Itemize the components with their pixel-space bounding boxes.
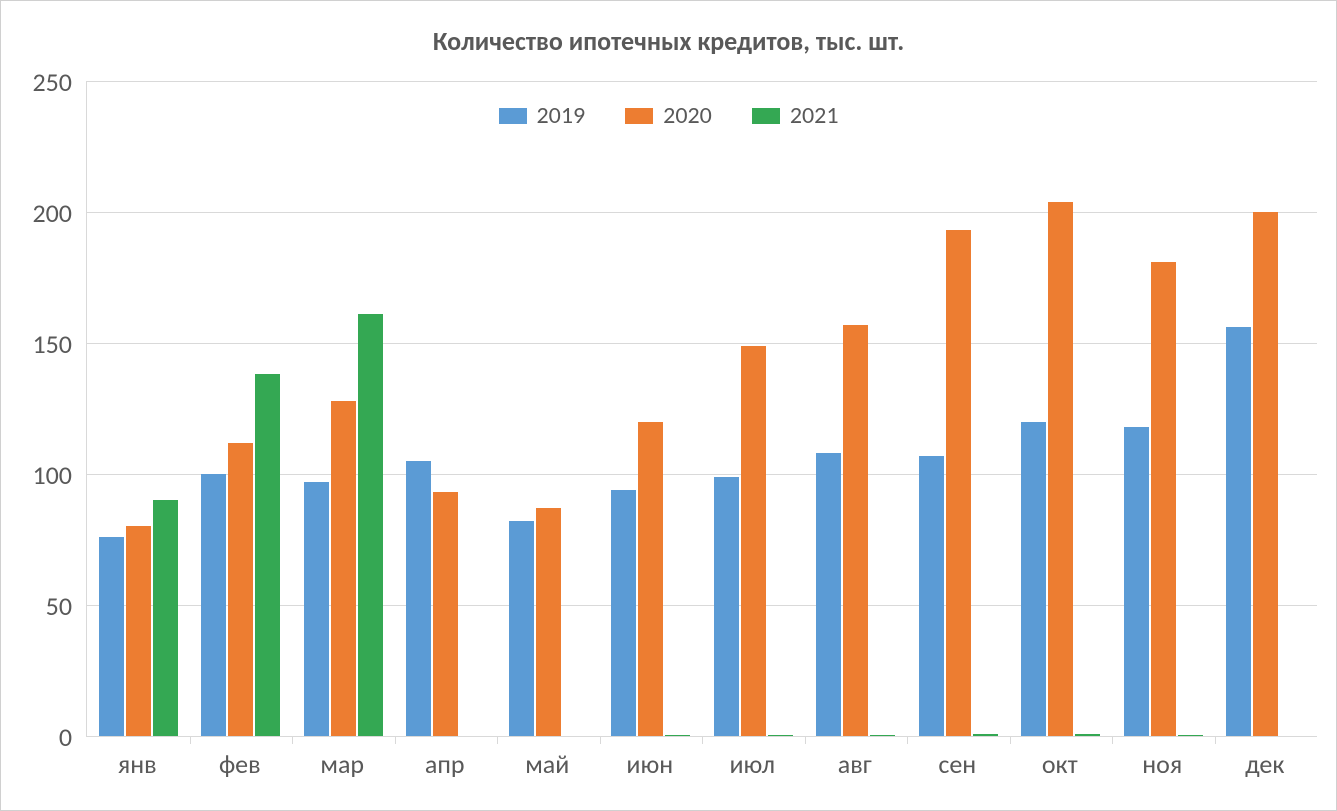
bar-2019-апр	[406, 461, 431, 736]
bar-2019-июн	[611, 490, 636, 736]
bar-2019-окт	[1021, 422, 1046, 736]
bar-2020-май	[536, 508, 561, 736]
y-tick-label: 50	[2, 590, 72, 622]
bar-2021-авг	[870, 735, 895, 736]
x-tick-label-ноя: ноя	[1111, 748, 1214, 780]
bar-2021-сен	[973, 734, 998, 736]
y-tick-label: 250	[2, 66, 72, 98]
x-tick-mark	[497, 736, 498, 744]
bar-2019-фев	[201, 474, 226, 736]
bar-2020-ноя	[1151, 262, 1176, 736]
x-tick-mark	[1010, 736, 1011, 744]
x-tick-label-авг: авг	[804, 748, 907, 780]
bar-2019-ноя	[1124, 427, 1149, 736]
chart-title: Количество ипотечных кредитов, тыс. шт.	[1, 25, 1336, 57]
bar-2020-мар	[331, 401, 356, 736]
bar-2019-янв	[99, 537, 124, 736]
bar-2021-окт	[1075, 734, 1100, 736]
x-tick-label-окт: окт	[1009, 748, 1112, 780]
x-tick-label-фев: фев	[189, 748, 292, 780]
bar-2020-апр	[433, 492, 458, 736]
chart-container: Количество ипотечных кредитов, тыс. шт. …	[0, 0, 1337, 811]
bar-2021-июл	[768, 735, 793, 736]
x-tick-mark	[1112, 736, 1113, 744]
y-tick-label: 100	[2, 459, 72, 491]
bar-2020-окт	[1048, 202, 1073, 736]
y-tick-label: 150	[2, 328, 72, 360]
y-tick-label: 0	[2, 721, 72, 753]
x-tick-label-июн: июн	[599, 748, 702, 780]
bar-2020-дек	[1253, 212, 1278, 736]
gridline	[87, 81, 1317, 82]
bar-2020-июн	[638, 422, 663, 736]
x-tick-label-дек: дек	[1214, 748, 1317, 780]
bar-2020-июл	[741, 346, 766, 736]
bar-2019-сен	[919, 456, 944, 736]
x-tick-label-июл: июл	[701, 748, 804, 780]
x-tick-mark	[600, 736, 601, 744]
x-tick-label-янв: янв	[86, 748, 189, 780]
x-tick-label-апр: апр	[394, 748, 497, 780]
bar-2019-май	[509, 521, 534, 736]
x-tick-label-сен: сен	[906, 748, 1009, 780]
y-tick-label: 200	[2, 197, 72, 229]
bar-2020-авг	[843, 325, 868, 736]
x-tick-mark	[395, 736, 396, 744]
bar-2021-ноя	[1178, 735, 1203, 736]
bar-2020-сен	[946, 230, 971, 736]
bar-2021-мар	[358, 314, 383, 736]
x-tick-mark	[1215, 736, 1216, 744]
gridline	[87, 212, 1317, 213]
x-tick-mark	[805, 736, 806, 744]
bar-2020-фев	[228, 443, 253, 736]
x-tick-label-мар: мар	[291, 748, 394, 780]
plot-area	[86, 81, 1317, 737]
bar-2019-мар	[304, 482, 329, 736]
bar-2021-фев	[255, 374, 280, 736]
bar-2019-июл	[714, 477, 739, 736]
x-tick-mark	[907, 736, 908, 744]
bar-2021-янв	[153, 500, 178, 736]
bar-2019-дек	[1226, 327, 1251, 736]
x-tick-label-май: май	[496, 748, 599, 780]
gridline	[87, 343, 1317, 344]
bar-2021-июн	[665, 735, 690, 736]
bar-2020-янв	[126, 526, 151, 736]
bar-2019-авг	[816, 453, 841, 736]
x-tick-mark	[292, 736, 293, 744]
x-tick-mark	[190, 736, 191, 744]
x-tick-mark	[702, 736, 703, 744]
